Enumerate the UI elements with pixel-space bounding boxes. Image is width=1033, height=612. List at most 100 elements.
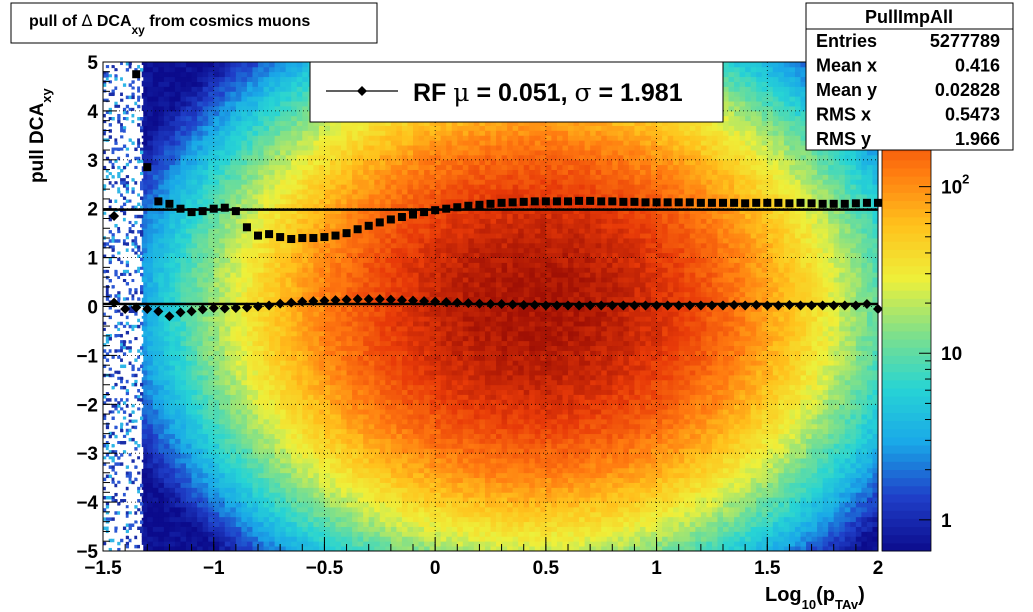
heatmap-cell	[163, 145, 170, 151]
heatmap-cell	[174, 110, 181, 117]
heatmap-cell	[368, 125, 375, 131]
heatmap-cell	[274, 443, 281, 449]
heatmap-cell	[335, 506, 342, 513]
heatmap-cell	[213, 330, 220, 337]
heatmap-cell	[335, 130, 342, 136]
heatmap-cell	[213, 340, 220, 347]
heatmap-cell	[318, 423, 325, 430]
heatmap-cell	[329, 242, 336, 249]
heatmap-cell	[180, 409, 187, 415]
heatmap-cell	[158, 189, 165, 195]
heatmap-cell	[413, 218, 419, 224]
heatmap-cell	[341, 238, 347, 244]
heatmap-cell	[197, 150, 204, 156]
heatmap-cell	[241, 86, 248, 92]
heatmap-cell	[274, 62, 281, 68]
heatmap-cell	[413, 448, 419, 454]
heatmap-cell	[174, 482, 181, 488]
heatmap-cell	[208, 238, 215, 244]
heatmap-cell	[346, 531, 353, 537]
heatmap-cell	[407, 404, 414, 410]
heatmap-cell	[280, 96, 287, 102]
heatmap-cell	[213, 541, 220, 547]
heatmap-cell	[263, 399, 270, 405]
heatmap-cell	[241, 516, 248, 523]
heatmap-cell	[368, 506, 375, 513]
heatmap-cell	[258, 418, 264, 425]
heatmap-cell	[407, 164, 414, 170]
heatmap-cell	[363, 154, 370, 161]
heatmap-cell	[374, 472, 381, 479]
heatmap-cell	[263, 164, 270, 170]
heatmap-cell	[385, 335, 392, 342]
heatmap-cell	[224, 374, 231, 381]
heatmap-cell	[291, 179, 298, 185]
heatmap-cell	[191, 154, 198, 161]
heatmap-cell	[341, 135, 347, 141]
heatmap-cell	[141, 526, 148, 532]
heatmap-cell	[269, 189, 276, 195]
heatmap-cell	[197, 326, 204, 332]
heatmap-cell	[385, 242, 392, 249]
heatmap-cell	[208, 213, 215, 219]
heatmap-cell	[213, 462, 220, 469]
heatmap-cell	[296, 428, 303, 435]
heatmap-cell	[302, 140, 309, 146]
heatmap-cell	[202, 174, 209, 180]
heatmap-cell	[147, 96, 154, 102]
heatmap-cell	[335, 125, 342, 131]
heatmap-cell	[208, 546, 215, 552]
heatmap-cell	[407, 223, 414, 229]
heatmap-cell	[241, 91, 248, 97]
heatmap-cell	[357, 345, 364, 351]
heatmap-cell	[263, 140, 270, 146]
heatmap-cell	[407, 365, 414, 371]
heatmap-cell	[385, 267, 392, 273]
heatmap-cell	[152, 189, 159, 195]
heatmap-cell	[235, 296, 242, 303]
heatmap-cell	[147, 277, 154, 283]
heatmap-cell	[191, 443, 198, 449]
heatmap-cell	[169, 120, 176, 126]
heatmap-cell	[219, 291, 226, 298]
heatmap-cell	[235, 516, 242, 523]
heatmap-cell	[390, 135, 397, 141]
heatmap-cell	[169, 189, 176, 195]
heatmap-cell	[213, 291, 220, 298]
heatmap-cell	[191, 482, 198, 488]
heatmap-cell	[368, 267, 375, 273]
heatmap-cell	[346, 399, 353, 405]
heatmap-cell	[246, 194, 253, 200]
heatmap-cell	[230, 242, 237, 249]
heatmap-cell	[219, 350, 226, 356]
heatmap-cell	[141, 247, 148, 254]
heatmap-cell	[208, 86, 215, 92]
heatmap-cell	[169, 482, 176, 488]
heatmap-cell	[191, 365, 198, 371]
heatmap-cell	[152, 438, 159, 444]
heatmap-cell	[269, 316, 276, 322]
heatmap-cell	[379, 189, 386, 195]
heatmap-cell	[230, 257, 237, 263]
heatmap-cell	[246, 208, 253, 214]
heatmap-cell	[385, 521, 392, 527]
heatmap-cell	[213, 360, 220, 366]
heatmap-cell	[158, 286, 165, 293]
heatmap-cell	[219, 443, 226, 449]
heatmap-cell	[208, 316, 215, 322]
heatmap-cell	[379, 365, 386, 371]
heatmap-cell	[152, 174, 159, 180]
heatmap-cell	[291, 106, 298, 112]
heatmap-cell	[413, 282, 419, 288]
heatmap-cell	[407, 536, 414, 542]
heatmap-cell	[401, 169, 408, 175]
heatmap-cell	[219, 506, 226, 513]
heatmap-cell	[174, 536, 181, 542]
heatmap-cell	[235, 213, 242, 219]
heatmap-cell	[169, 150, 176, 156]
heatmap-cell	[202, 286, 209, 293]
heatmap-cell	[280, 242, 287, 249]
heatmap-cell	[147, 326, 154, 332]
heatmap-cell	[213, 355, 220, 361]
heatmap-cell	[374, 531, 381, 537]
